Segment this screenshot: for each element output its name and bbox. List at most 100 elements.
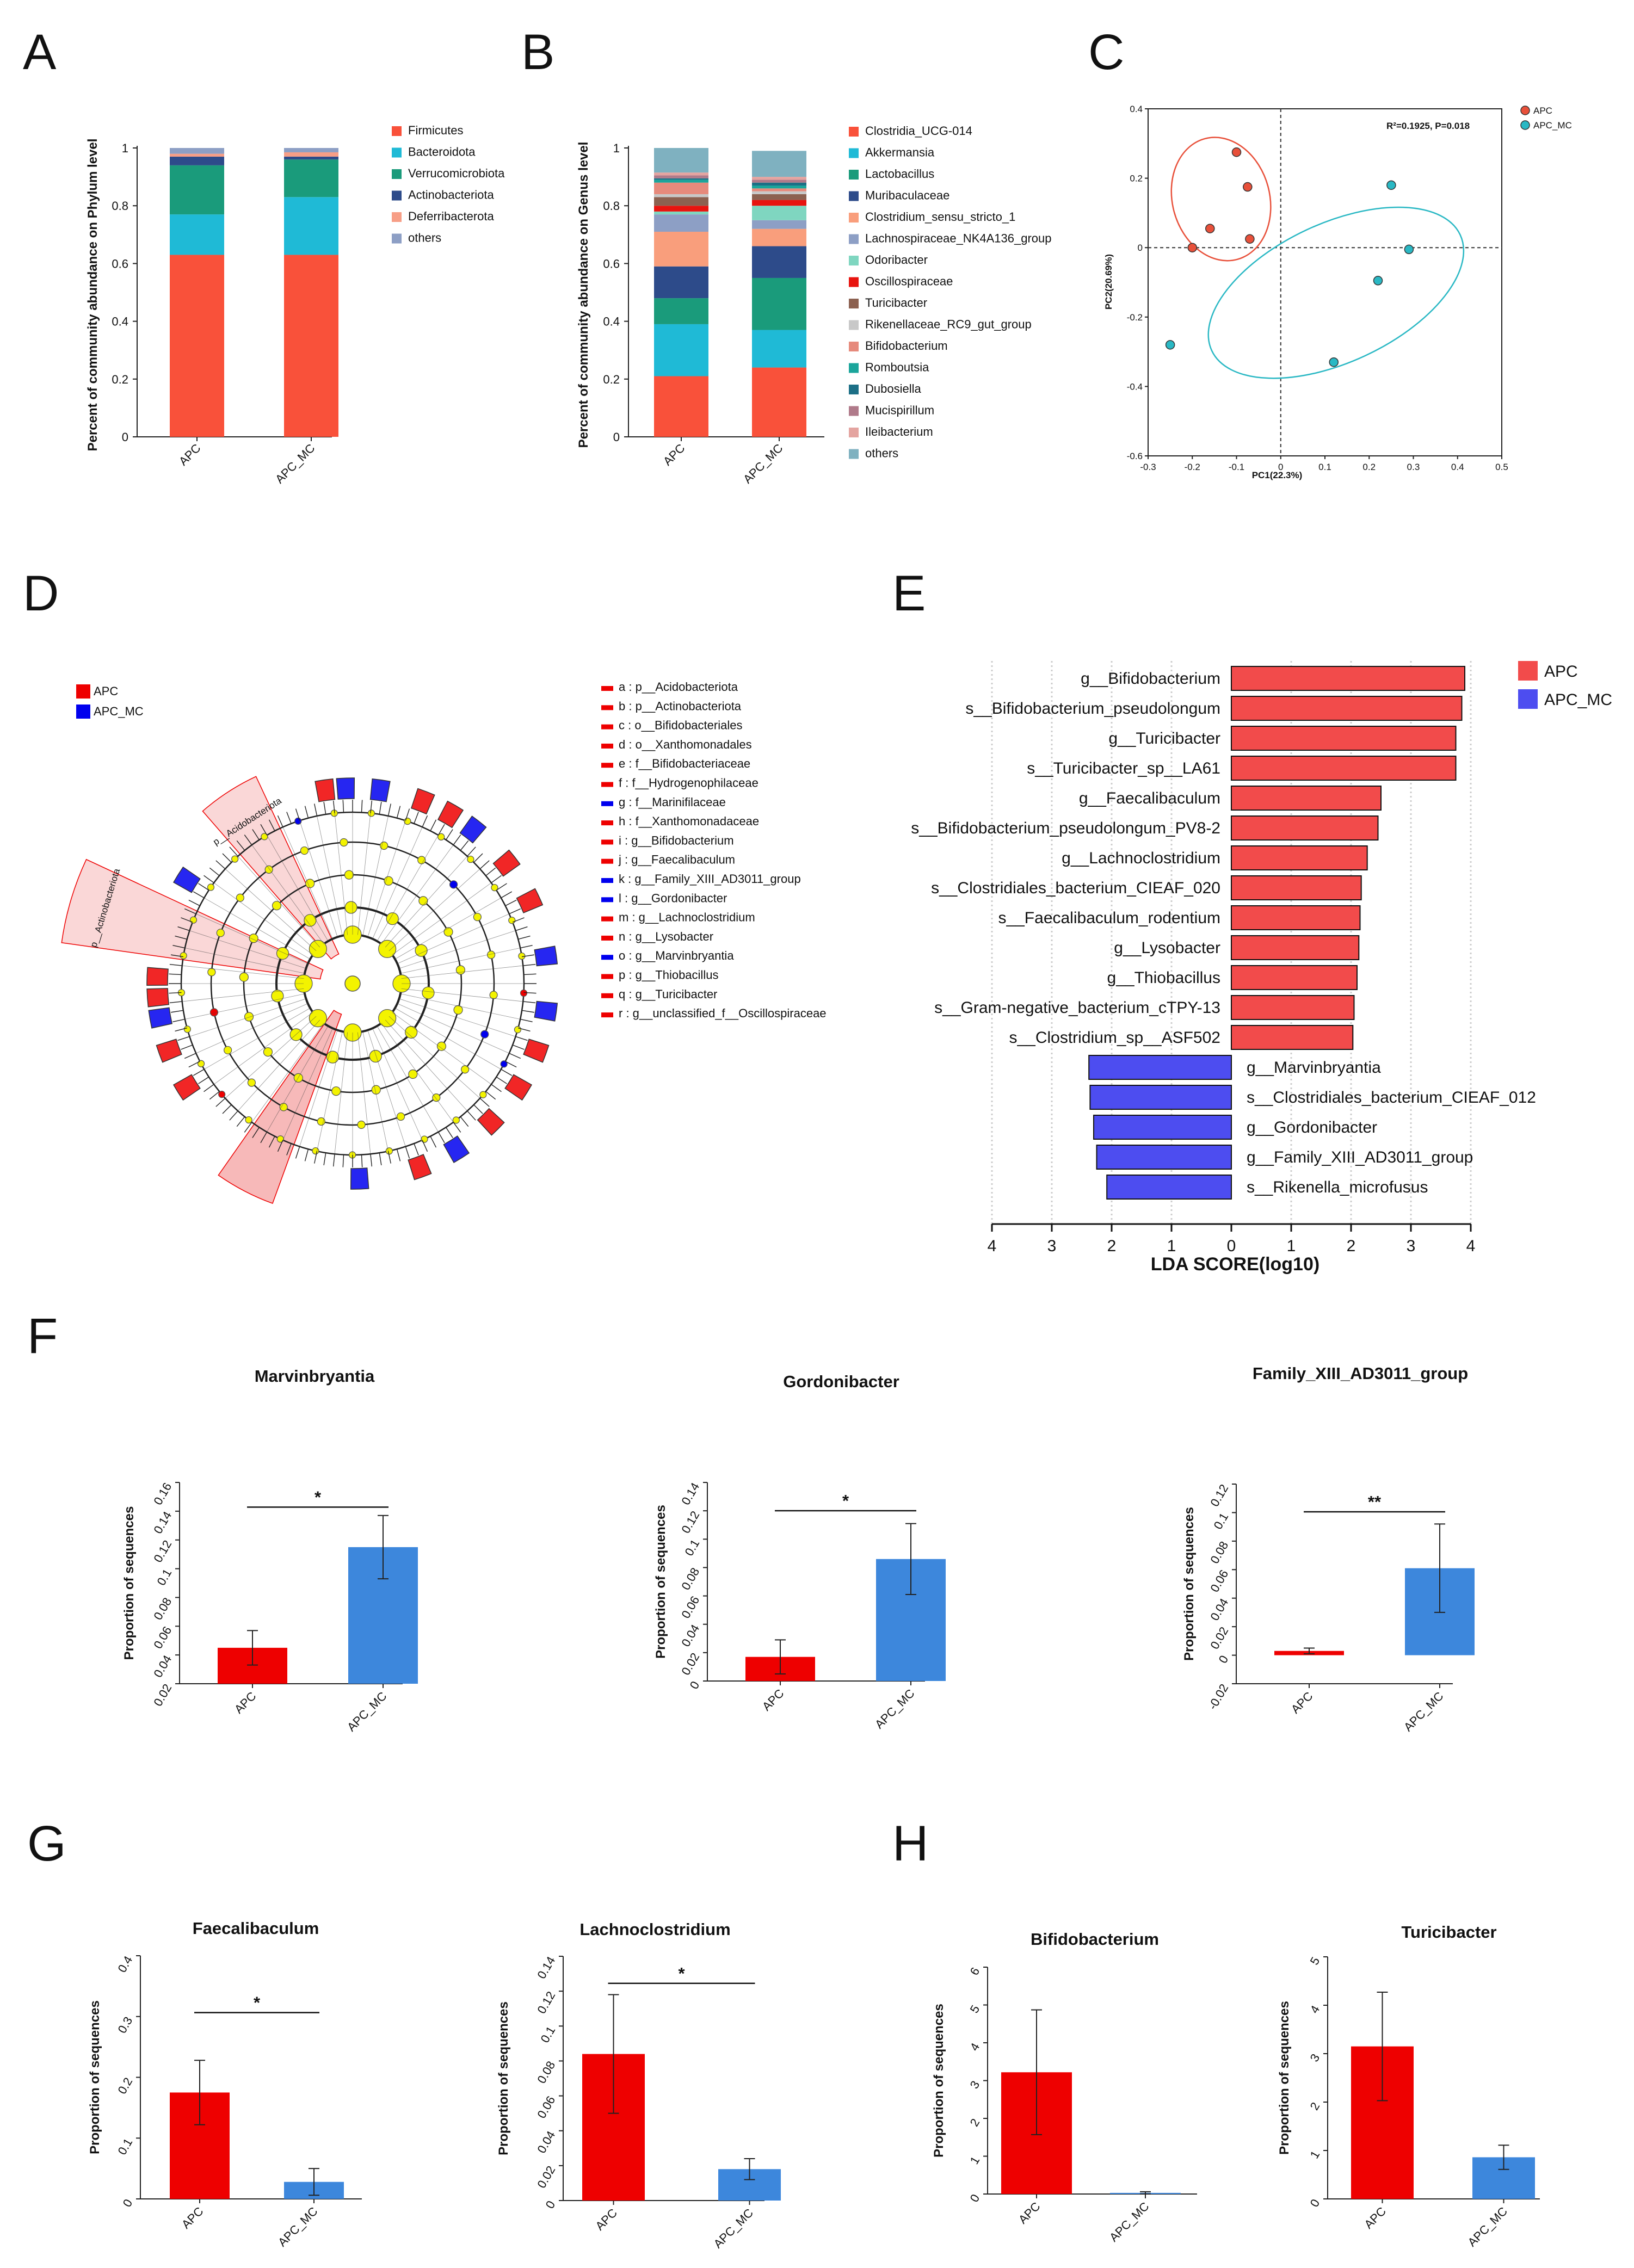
y-tick-label: 0.4 xyxy=(112,315,128,329)
y-axis-label: Proportion of sequences xyxy=(1277,2001,1292,2155)
key-label: g : f__Marinifilaceae xyxy=(619,795,726,809)
significance-marker: * xyxy=(315,1487,322,1506)
legend-label: Bifidobacterium xyxy=(865,339,948,353)
stacked-bar-segment xyxy=(752,206,806,220)
tree-node xyxy=(378,1009,397,1028)
key-swatch xyxy=(601,878,613,883)
tree-node xyxy=(396,1112,405,1121)
legend-label: Mucispirillum xyxy=(865,404,934,417)
stacked-bar-segment xyxy=(752,220,806,229)
key-swatch xyxy=(601,1012,613,1018)
tree-node xyxy=(491,883,498,892)
tree-branch xyxy=(381,844,454,944)
tree-node xyxy=(183,1025,191,1033)
stacked-bar-segment xyxy=(284,159,338,197)
tree-branch xyxy=(522,1010,534,1013)
tree-branch xyxy=(177,1036,190,1041)
taxon-marker-block xyxy=(477,1108,505,1136)
lda-bar-label: s__Faecalibaculum_rodentium xyxy=(998,909,1220,927)
tree-branch xyxy=(509,908,521,914)
scatter-point xyxy=(1329,357,1339,367)
legend-label: Dubosiella xyxy=(865,382,921,395)
tree-branch xyxy=(181,1045,193,1050)
tree-branch xyxy=(445,829,453,841)
tree-branch xyxy=(277,815,283,827)
significance-marker: * xyxy=(842,1491,849,1510)
y-tick-label: 0.4 xyxy=(603,315,620,329)
x-tick-label: 0 xyxy=(1278,462,1283,472)
taxon-marker-block xyxy=(504,1074,533,1101)
tree-branch xyxy=(460,1116,469,1127)
tree-branch xyxy=(198,1076,209,1084)
tree-branch xyxy=(399,930,516,969)
tree-branch xyxy=(379,1153,382,1165)
tree-node xyxy=(216,929,225,937)
stacked-bar-segment xyxy=(752,180,806,183)
lda-bar-label: s__Rikenella_microfusus xyxy=(1247,1178,1428,1196)
scatter-point xyxy=(1373,276,1383,286)
tree-branch xyxy=(193,1068,205,1076)
tree-branch xyxy=(268,1136,275,1148)
key-swatch xyxy=(601,801,613,806)
tree-node xyxy=(467,855,474,863)
tree-branch xyxy=(387,804,391,817)
stacked-bar-segment xyxy=(752,177,806,180)
stacked-bar-segment xyxy=(752,200,806,206)
key-label: c : o__Bifidobacteriales xyxy=(619,719,742,732)
stacked-bar-segment xyxy=(752,191,806,194)
tree-branch xyxy=(314,1151,318,1164)
tree-branch xyxy=(400,948,521,974)
key-label: r : g__unclassified_f__Oscillospiraceae xyxy=(619,1006,827,1020)
tree-node xyxy=(514,1026,522,1034)
chart-title: Turicibacter xyxy=(1401,1923,1496,1942)
scatter-point xyxy=(1243,182,1253,192)
taxon-marker-block xyxy=(172,1074,201,1101)
tree-node xyxy=(276,1135,284,1143)
tree-branch xyxy=(332,800,335,813)
tree-branch xyxy=(397,1003,509,1054)
x-tick-label: 0.4 xyxy=(1451,462,1464,472)
lda-bar xyxy=(1106,1175,1232,1200)
key-swatch xyxy=(601,993,613,998)
y-tick-label: 0.2 xyxy=(1130,174,1143,184)
scatter-point xyxy=(1386,180,1396,190)
tree-branch xyxy=(189,930,306,969)
legend-label: APC_MC xyxy=(1544,691,1612,709)
panel-label-f: F xyxy=(27,1308,58,1364)
tree-branch xyxy=(181,917,193,923)
lda-bar xyxy=(1231,786,1382,811)
tree-branch xyxy=(182,965,304,979)
tree-branch xyxy=(362,1031,389,1152)
legend-swatch xyxy=(849,320,859,330)
scatter-point xyxy=(1165,340,1175,350)
tree-node xyxy=(461,1065,470,1074)
panel-c-pcoa-scatter: PC1(22.3%) PC2(20.69%) R²=0.1925, P=0.01… xyxy=(1103,104,1572,480)
taxon-marker-block xyxy=(315,778,336,802)
key-label: d : o__Xanthomonadales xyxy=(619,738,752,751)
stacked-bar-segment xyxy=(170,165,224,215)
lda-bar xyxy=(1231,905,1361,930)
tree-branch xyxy=(188,1061,200,1068)
tree-branch xyxy=(399,998,516,1037)
tree-branch xyxy=(520,945,533,949)
panel-label-a: A xyxy=(23,24,57,80)
tree-branch xyxy=(453,1122,461,1133)
stacked-bar-segment xyxy=(170,255,224,437)
stacked-bar-segment xyxy=(284,152,338,157)
key-swatch xyxy=(601,705,613,710)
x-tick-label: 1 xyxy=(1167,1237,1176,1255)
taxon-marker-block xyxy=(410,788,435,815)
tree-branch xyxy=(237,856,320,948)
lda-bar xyxy=(1093,1115,1232,1140)
legend-label: Firmicutes xyxy=(408,123,463,137)
tree-branch xyxy=(473,853,483,863)
tree-branch xyxy=(385,1019,468,1111)
key-label: b : p__Actinobacteriota xyxy=(619,699,742,713)
lda-bar xyxy=(1089,1085,1232,1110)
lda-bar xyxy=(1231,935,1360,960)
stacked-bar-segment xyxy=(752,367,806,437)
tree-branch xyxy=(193,891,205,899)
tree-branch xyxy=(251,844,324,944)
key-label: n : g__Lysobacter xyxy=(619,930,713,943)
